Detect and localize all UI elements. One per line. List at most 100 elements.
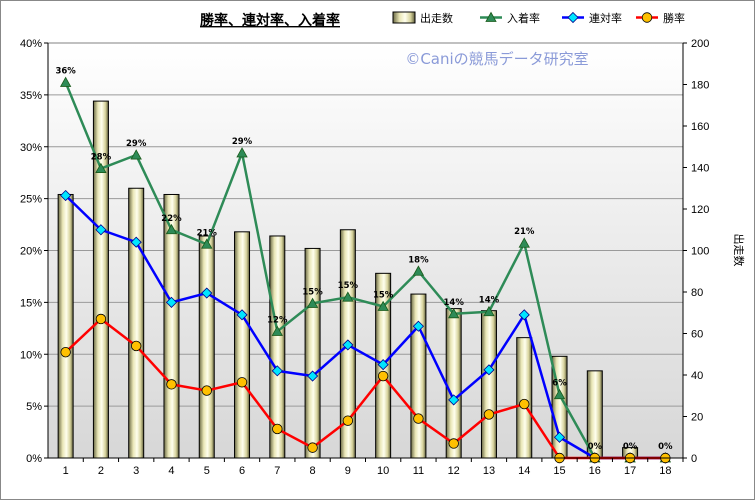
y-right-tick-label: 20 <box>691 412 703 424</box>
x-tick-label: 3 <box>133 465 139 477</box>
legend-item: 勝率 <box>636 11 685 25</box>
bar <box>516 337 533 459</box>
data-label: 29% <box>232 137 253 147</box>
point-marker <box>553 431 566 443</box>
x-tick-label: 6 <box>239 465 245 477</box>
x-tick-label: 8 <box>310 465 316 477</box>
x-tick-label: 16 <box>589 465 601 477</box>
data-label: 21% <box>197 228 218 238</box>
legend-label: 連対率 <box>589 11 622 25</box>
data-label: 36% <box>55 66 76 76</box>
y-left-tick-label: 35% <box>20 90 42 102</box>
point-marker <box>342 291 354 302</box>
point-marker <box>485 11 497 22</box>
point-marker <box>448 438 459 449</box>
bar <box>128 187 145 459</box>
x-tick-label: 1 <box>63 465 69 477</box>
point-marker <box>95 224 107 236</box>
y-left-tick-label: 10% <box>20 349 42 361</box>
point-marker <box>307 442 318 453</box>
bar <box>480 310 497 459</box>
x-tick-label: 2 <box>98 465 104 477</box>
point-marker <box>201 385 212 396</box>
bar <box>198 235 215 459</box>
y-left-tick-label: 25% <box>20 194 42 206</box>
y-left-tick-label: 30% <box>20 142 42 154</box>
data-label: 18% <box>408 255 429 265</box>
y-left-tick-label: 40% <box>20 38 42 50</box>
watermark: ©Caniの競馬データ研究室 <box>405 50 588 68</box>
legend-swatch-bar <box>392 11 416 24</box>
x-tick-label: 18 <box>659 465 671 477</box>
point-marker <box>201 238 213 249</box>
data-label: 14% <box>444 298 465 308</box>
y-left-tick-label: 0% <box>26 453 42 465</box>
point-marker <box>519 398 530 410</box>
point-marker <box>448 307 460 319</box>
y-right-tick-label: 120 <box>691 204 709 216</box>
legend-label: 入着率 <box>507 11 540 25</box>
point-marker <box>483 409 495 420</box>
y-left-tick-label: 5% <box>26 401 42 413</box>
data-labels: 36% 28% 29% 22% 21% 29% 12% 15% 15% 15% 18% 14% 14% 2… <box>55 66 673 452</box>
point-marker <box>567 11 579 24</box>
data-label: 15% <box>338 281 359 291</box>
point-marker <box>306 297 319 308</box>
point-marker <box>342 415 354 426</box>
x-tick-label: 14 <box>518 465 530 477</box>
point-marker <box>130 236 142 248</box>
point-marker <box>165 223 178 235</box>
data-label: 21% <box>514 227 535 237</box>
x-tick-label: 4 <box>168 465 174 477</box>
y-right-tick-label: 200 <box>691 38 709 50</box>
legend-label: 出走数 <box>420 11 453 25</box>
y-right-tick-label: 80 <box>691 287 703 299</box>
point-marker <box>413 413 424 424</box>
point-marker <box>60 346 71 358</box>
point-marker <box>166 379 177 390</box>
point-marker <box>236 147 248 158</box>
legend-item: 出走数 <box>392 11 453 25</box>
data-label: 0% <box>623 442 638 452</box>
data-label: 12% <box>267 315 288 325</box>
point-marker <box>518 237 530 248</box>
y-right-axis-label: 出走数 <box>732 234 746 267</box>
data-label: 6% <box>552 379 567 389</box>
data-label: 22% <box>161 214 182 224</box>
point-marker <box>307 370 319 382</box>
legend-item: 連対率 <box>562 11 622 25</box>
x-tick-label: 13 <box>483 465 495 477</box>
bar <box>304 247 321 459</box>
axes: 0%5%10%15%20%25%30%35%40%020406080100120… <box>20 38 709 477</box>
point-marker <box>130 149 142 160</box>
data-label: 28% <box>91 153 112 163</box>
point-marker <box>412 265 425 276</box>
point-marker <box>448 394 460 406</box>
point-marker <box>553 388 566 400</box>
point-marker <box>483 305 495 317</box>
y-right-tick-label: 100 <box>691 246 709 258</box>
x-tick-label: 5 <box>204 465 210 477</box>
data-label: 0% <box>588 442 603 452</box>
bar <box>57 193 74 459</box>
y-left-tick-label: 20% <box>20 246 42 258</box>
series-line <box>64 81 666 460</box>
point-marker <box>377 300 389 311</box>
point-marker <box>342 339 354 351</box>
bar <box>445 308 462 459</box>
y-left-tick-label: 15% <box>20 297 42 309</box>
legend-label: 勝率 <box>663 11 685 25</box>
y-right-tick-label: 40 <box>691 370 703 382</box>
point-marker <box>95 162 107 173</box>
legend-item: 入着率 <box>480 11 540 25</box>
point-marker <box>377 359 389 371</box>
point-marker <box>236 377 248 388</box>
point-marker <box>412 320 424 332</box>
x-tick-label: 17 <box>624 465 636 477</box>
x-tick-label: 15 <box>553 465 565 477</box>
y-right-tick-label: 180 <box>691 80 709 92</box>
data-label: 0% <box>658 442 673 452</box>
y-right-tick-label: 60 <box>691 329 703 341</box>
point-marker <box>641 12 653 23</box>
